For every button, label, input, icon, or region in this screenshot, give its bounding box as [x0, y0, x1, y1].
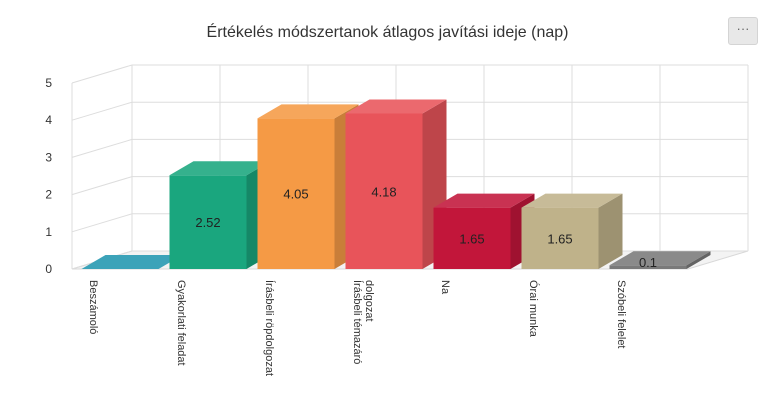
bar-top — [345, 99, 447, 114]
gridline-y-side — [71, 101, 133, 121]
x-tick-label: Órai munka — [527, 280, 540, 338]
y-tick-label: 4 — [45, 113, 52, 127]
gridline-y-side — [71, 176, 133, 196]
bar-front — [257, 118, 335, 269]
data-label: 4.05 — [283, 187, 308, 202]
bar-front — [609, 265, 687, 269]
bar-front — [433, 207, 511, 269]
bar-1 — [81, 255, 183, 269]
data-label: 1.65 — [547, 231, 572, 246]
data-label: 4.18 — [371, 184, 396, 199]
gridline-y-side — [71, 64, 133, 84]
bar-5 — [433, 193, 535, 269]
data-label: 2.52 — [195, 215, 220, 230]
bar-front — [345, 113, 423, 269]
bar-top — [81, 255, 183, 269]
x-tick-label: Beszámoló — [87, 280, 99, 334]
y-tick-label: 3 — [45, 150, 52, 164]
bar-top — [433, 193, 535, 208]
bar-front — [521, 207, 599, 269]
x-tick-label: Na — [439, 280, 451, 295]
bar-side — [598, 193, 623, 269]
gridline-y-side — [71, 213, 133, 233]
x-tick-label: Gyakorlati feladat — [175, 280, 187, 366]
x-tick-label: Írásbeli témazáró — [351, 280, 364, 364]
bar-side — [686, 251, 711, 269]
y-tick-label: 0 — [45, 262, 52, 276]
x-tick-label: dolgozat — [363, 280, 375, 322]
bar-top — [257, 104, 359, 119]
y-tick-label: 5 — [45, 76, 52, 90]
chart-title: Értékelés módszertanok átlagos javítási … — [206, 24, 569, 41]
bar-front — [169, 175, 247, 269]
data-label: 0.1 — [639, 255, 657, 270]
y-tick-label: 1 — [45, 225, 52, 239]
y-tick-label: 2 — [45, 188, 52, 202]
ellipsis-icon[interactable]: ··· — [728, 17, 758, 45]
bar-top — [169, 161, 271, 176]
data-label: 1.65 — [459, 231, 484, 246]
bar-top — [521, 193, 623, 208]
bar-top — [609, 251, 711, 266]
bar-7 — [609, 251, 711, 269]
bar-6 — [521, 193, 623, 269]
x-tick-label: Szóbeli felelet — [615, 280, 627, 349]
x-tick-label: Írásbeli röpdolgozat — [263, 280, 276, 376]
gridline-y-side — [71, 138, 133, 158]
